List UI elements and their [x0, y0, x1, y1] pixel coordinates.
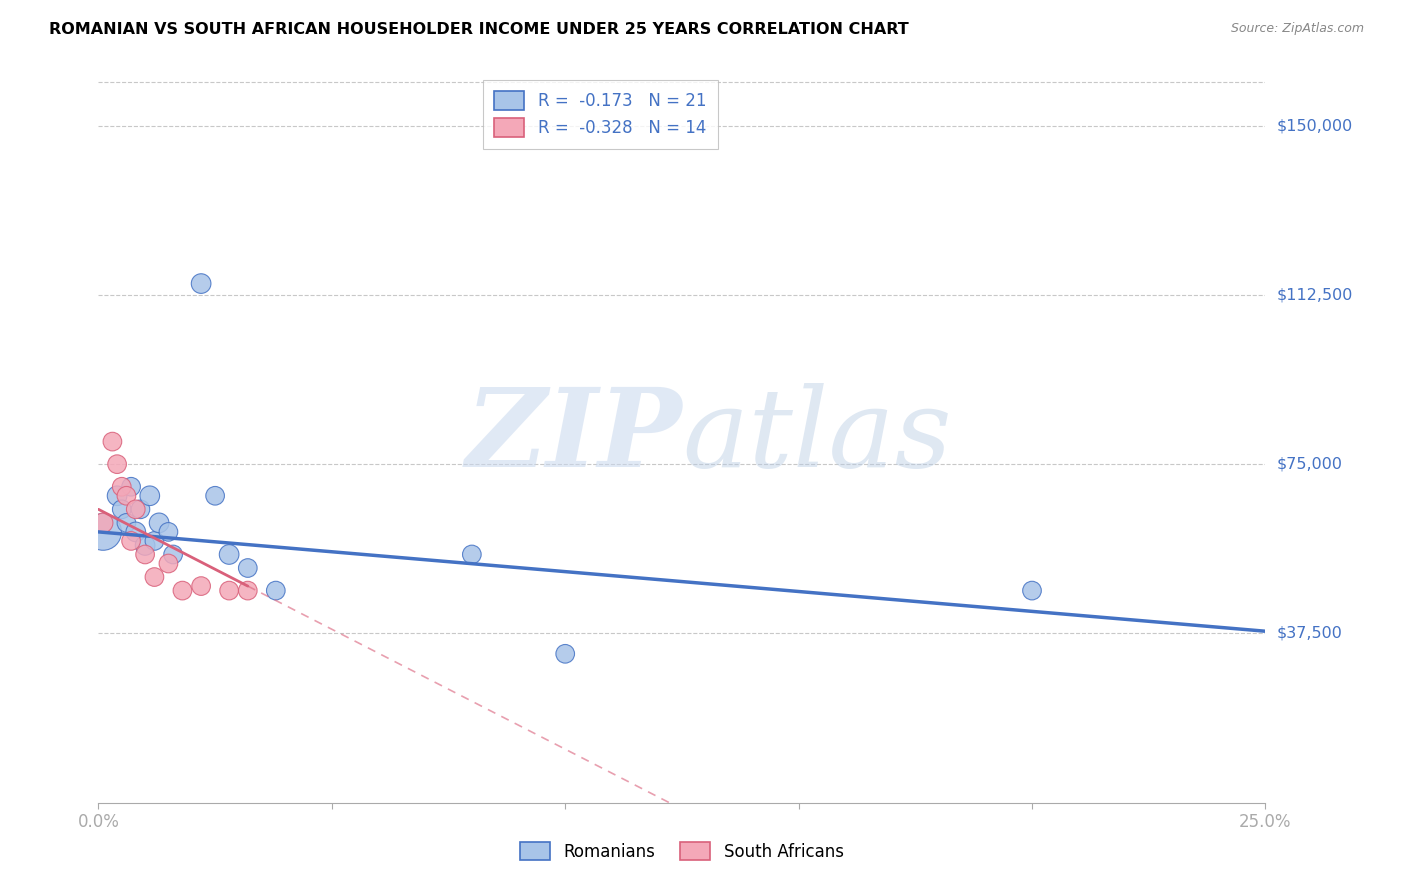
Point: [190, 277, 212, 291]
Point: [218, 548, 240, 562]
Point: [157, 557, 180, 571]
Point: [105, 457, 128, 471]
Point: [554, 647, 576, 661]
Point: [134, 538, 156, 552]
Text: atlas: atlas: [682, 384, 952, 491]
Point: [101, 434, 124, 449]
Legend: Romanians, South Africans: Romanians, South Africans: [513, 836, 851, 868]
Point: [134, 548, 156, 562]
Point: [111, 480, 134, 494]
Point: [143, 533, 166, 548]
Point: [236, 583, 259, 598]
Point: [105, 489, 128, 503]
Point: [91, 516, 114, 530]
Point: [172, 583, 194, 598]
Point: [190, 579, 212, 593]
Point: [157, 524, 180, 539]
Point: [125, 524, 148, 539]
Point: [139, 489, 162, 503]
Text: $150,000: $150,000: [1277, 118, 1353, 133]
Point: [115, 489, 138, 503]
Point: [218, 583, 240, 598]
Text: $112,500: $112,500: [1277, 287, 1353, 302]
Point: [204, 489, 226, 503]
Point: [129, 502, 152, 516]
Text: $37,500: $37,500: [1277, 626, 1343, 641]
Point: [120, 533, 142, 548]
Point: [143, 570, 166, 584]
Point: [125, 502, 148, 516]
Text: $75,000: $75,000: [1277, 457, 1343, 472]
Text: Source: ZipAtlas.com: Source: ZipAtlas.com: [1230, 22, 1364, 36]
Text: ZIP: ZIP: [465, 384, 682, 491]
Point: [236, 561, 259, 575]
Point: [91, 524, 114, 539]
Point: [148, 516, 170, 530]
Point: [162, 548, 184, 562]
Point: [461, 548, 484, 562]
Point: [115, 516, 138, 530]
Point: [111, 502, 134, 516]
Point: [264, 583, 287, 598]
Point: [120, 480, 142, 494]
Point: [1021, 583, 1043, 598]
Text: ROMANIAN VS SOUTH AFRICAN HOUSEHOLDER INCOME UNDER 25 YEARS CORRELATION CHART: ROMANIAN VS SOUTH AFRICAN HOUSEHOLDER IN…: [49, 22, 908, 37]
